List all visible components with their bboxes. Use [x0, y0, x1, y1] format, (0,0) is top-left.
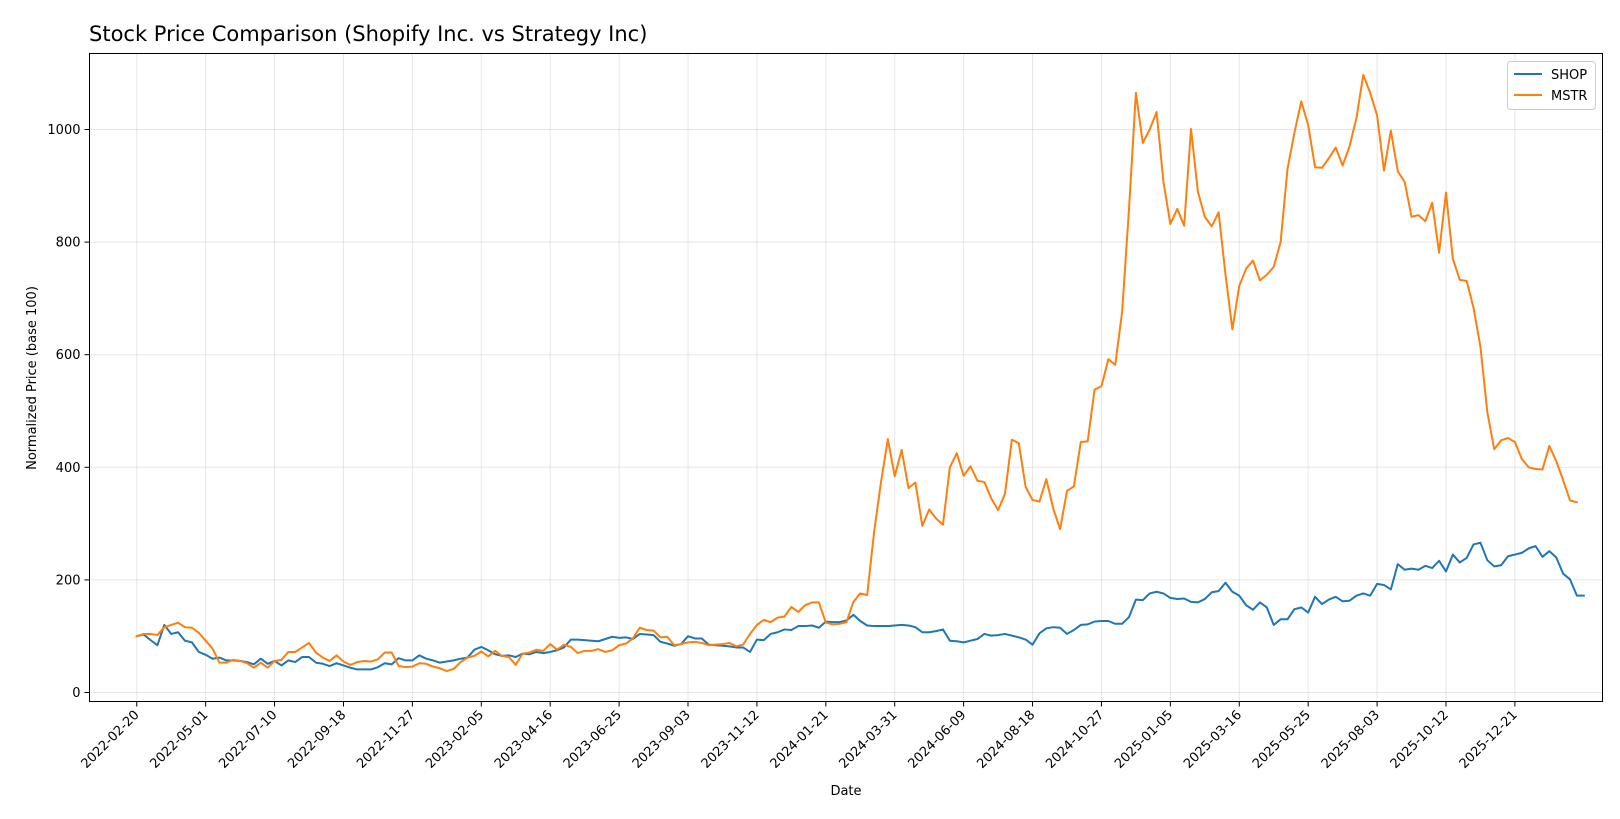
y-tick-label: 600 [56, 348, 81, 363]
y-tick-label: 800 [56, 236, 81, 251]
legend: SHOP MSTR [1507, 61, 1596, 110]
y-tick-label: 0 [72, 686, 80, 701]
plot-frame [89, 53, 1603, 702]
series-line-mstr [135, 73, 1579, 673]
x-axis-title: Date [830, 784, 861, 799]
y-tick-label: 1000 [47, 123, 80, 138]
legend-label-mstr: MSTR [1551, 89, 1587, 104]
grid [89, 53, 1603, 702]
y-axis-ticks: 0 200 400 600 800 1000 [47, 123, 90, 701]
y-axis-title: Normalized Price (base 100) [25, 286, 40, 470]
chart-title: Stock Price Comparison (Shopify Inc. vs … [89, 22, 647, 46]
series-line-shop [135, 541, 1585, 671]
y-tick-label: 400 [56, 461, 81, 476]
series-lines [135, 73, 1585, 673]
y-tick-label: 200 [56, 573, 81, 588]
legend-label-shop: SHOP [1551, 68, 1587, 83]
